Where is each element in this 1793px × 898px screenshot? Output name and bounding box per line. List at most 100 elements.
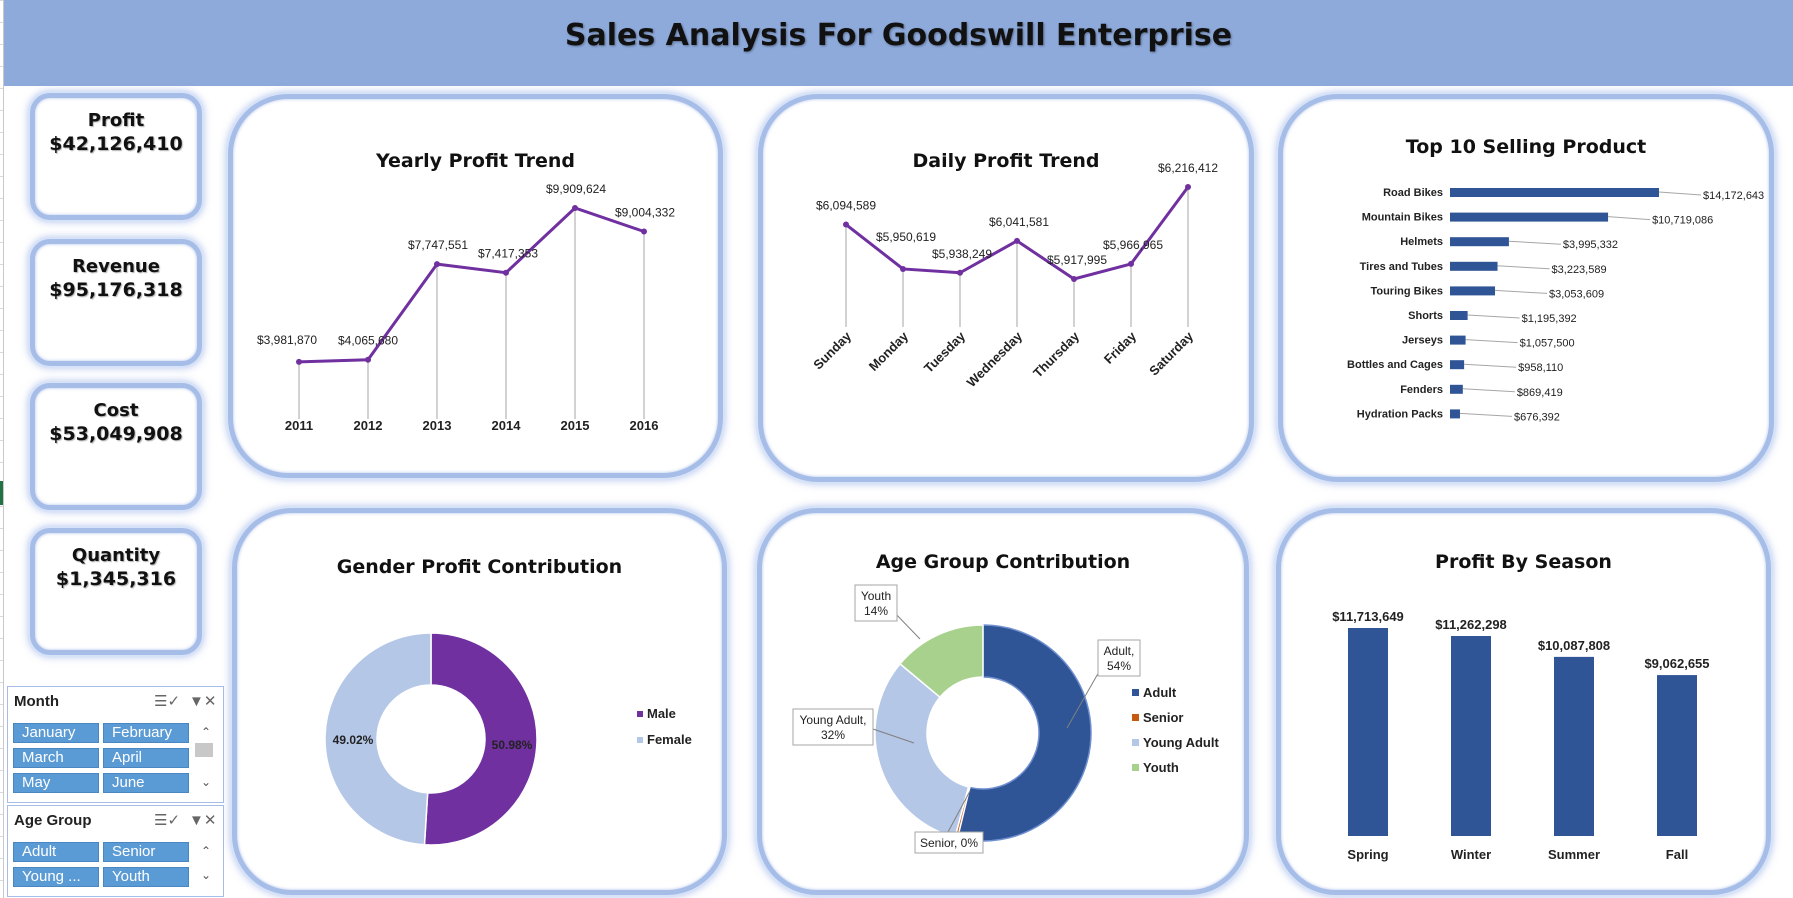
legend-swatch (1132, 764, 1139, 771)
data-label: $3,995,332 (1563, 239, 1618, 251)
data-point (365, 356, 371, 363)
data-label: $11,262,298 (1435, 617, 1507, 632)
slicer-item[interactable]: Young ... (13, 867, 99, 887)
chart-title: Gender Profit Contribution (336, 556, 623, 578)
slice-youth (898, 624, 984, 699)
data-label: $10,087,808 (1538, 638, 1610, 653)
slicer-item[interactable]: February (103, 723, 189, 743)
data-label: $1,057,500 (1520, 338, 1575, 350)
slicer-header: Age Group ☰✓ ▼✕ (8, 806, 223, 836)
slicer-item[interactable]: April (103, 748, 189, 768)
data-label: $11,713,649 (1332, 609, 1404, 624)
legend-swatch (1132, 739, 1139, 746)
legend-swatch (637, 711, 643, 717)
data-label: $5,966,965 (1103, 238, 1163, 252)
age-group-slicer[interactable]: Age Group ☰✓ ▼✕ Adult Senior Young ... Y… (7, 805, 224, 897)
slice-male (423, 632, 538, 846)
month-slicer[interactable]: Month ☰✓ ▼✕ January February March April… (7, 686, 224, 803)
data-label: Young Adult, (800, 713, 867, 727)
scroll-down-icon[interactable]: ⌄ (200, 868, 212, 882)
slicer-item[interactable]: Senior (103, 842, 189, 862)
leader-line (1508, 240, 1561, 245)
bar (1450, 261, 1498, 271)
slice-female (324, 632, 432, 846)
leader-line (872, 728, 915, 744)
scroll-up-icon[interactable]: ⌃ (200, 844, 212, 858)
data-label: 49.02% (333, 733, 374, 747)
multi-select-icon[interactable]: ☰✓ (154, 693, 181, 710)
category-label: Saturday (1146, 328, 1196, 378)
slicer-item[interactable]: May (13, 773, 99, 793)
data-label: Youth (861, 589, 891, 603)
leader-line (1658, 191, 1702, 196)
leader-line (947, 790, 971, 833)
slicer-item[interactable]: Adult (13, 842, 99, 862)
data-point (641, 228, 647, 235)
bar (1450, 286, 1496, 296)
callout-box (914, 831, 984, 854)
kpi-label: Quantity (71, 545, 161, 566)
top-products-panel[interactable]: Top 10 Selling Product Road Bikes $14,172… (1278, 94, 1774, 482)
scroll-up-icon[interactable]: ⌃ (200, 725, 212, 739)
gender-profit-panel[interactable]: Gender Profit Contribution 50.98% 49.02% M… (232, 508, 727, 895)
category-label: Jerseys (1402, 335, 1443, 347)
callout-box (1097, 639, 1141, 677)
category-label: 2013 (423, 418, 452, 433)
series-line (298, 206, 645, 364)
category-label: Thursday (1030, 328, 1083, 381)
leader-line (1467, 314, 1520, 319)
bar (1450, 384, 1463, 394)
data-label: 32% (821, 728, 845, 742)
clear-filter-icon[interactable]: ▼✕ (189, 693, 217, 710)
legend-label: Youth (1143, 760, 1179, 775)
data-point (434, 261, 440, 268)
yearly-profit-chart: $3,981,870 2011 $4,065,680 2012 $7,747,551 20… (257, 182, 675, 433)
data-label: $9,004,332 (615, 206, 675, 220)
bar (1450, 188, 1659, 197)
slicer-item[interactable]: January (13, 723, 99, 743)
data-label: Adult, (1104, 644, 1135, 658)
kpi-cost-card[interactable]: Cost $53,049,908 (30, 383, 202, 510)
daily-profit-panel[interactable]: Daily Profit Trend $6,094,589 Sunday $5,95… (758, 94, 1254, 482)
chart-title: Profit By Season (1435, 551, 1612, 573)
category-label: Helmets (1400, 236, 1443, 248)
data-label: $5,917,995 (1047, 253, 1107, 267)
gender-profit-chart: 50.98% 49.02% Male Female (324, 632, 692, 846)
kpi-label: Revenue (72, 256, 160, 277)
slicer-item[interactable]: March (13, 748, 99, 768)
scroll-down-icon[interactable]: ⌄ (200, 775, 212, 789)
data-point (1185, 184, 1191, 190)
category-label: Winter (1451, 847, 1491, 862)
category-label: Spring (1347, 847, 1388, 862)
category-label: Monday (866, 328, 912, 374)
category-label: 2014 (492, 418, 522, 433)
slicer-item[interactable]: Youth (103, 867, 189, 887)
data-point (1071, 276, 1077, 283)
multi-select-icon[interactable]: ☰✓ (154, 812, 181, 829)
legend-swatch (1132, 714, 1139, 721)
slicer-header: Month ☰✓ ▼✕ (8, 687, 223, 717)
kpi-label: Cost (93, 400, 139, 421)
kpi-value: $53,049,908 (49, 423, 183, 445)
kpi-value: $1,345,316 (55, 568, 177, 590)
data-label: $6,094,589 (816, 199, 876, 213)
slicer-item[interactable]: June (103, 773, 189, 793)
category-label: 2012 (354, 418, 383, 433)
data-label: 50.98% (492, 738, 533, 752)
age-group-panel[interactable]: Age Group Contribution Adult, 54% Young Ad… (757, 508, 1249, 895)
scrollbar-thumb[interactable] (195, 743, 213, 757)
category-label: Bottles and Cages (1347, 359, 1443, 371)
yearly-profit-panel[interactable]: Yearly Profit Trend $3,981,870 2011 $4,065… (228, 94, 723, 478)
legend-label: Adult (1143, 685, 1177, 700)
data-label: $10,719,086 (1652, 215, 1713, 227)
kpi-quantity-card[interactable]: Quantity $1,345,316 (30, 528, 202, 655)
leader-line (1495, 289, 1548, 294)
clear-filter-icon[interactable]: ▼✕ (189, 812, 217, 829)
data-point (1014, 237, 1020, 244)
season-profit-panel[interactable]: Profit By Season $11,713,649 Spring $11,26… (1276, 508, 1771, 895)
kpi-revenue-card[interactable]: Revenue $95,176,318 (30, 239, 202, 366)
slice-adult (956, 624, 1092, 842)
bar (1450, 212, 1609, 222)
category-label: Sunday (810, 328, 854, 372)
kpi-profit-card[interactable]: Profit $42,126,410 (30, 93, 202, 220)
